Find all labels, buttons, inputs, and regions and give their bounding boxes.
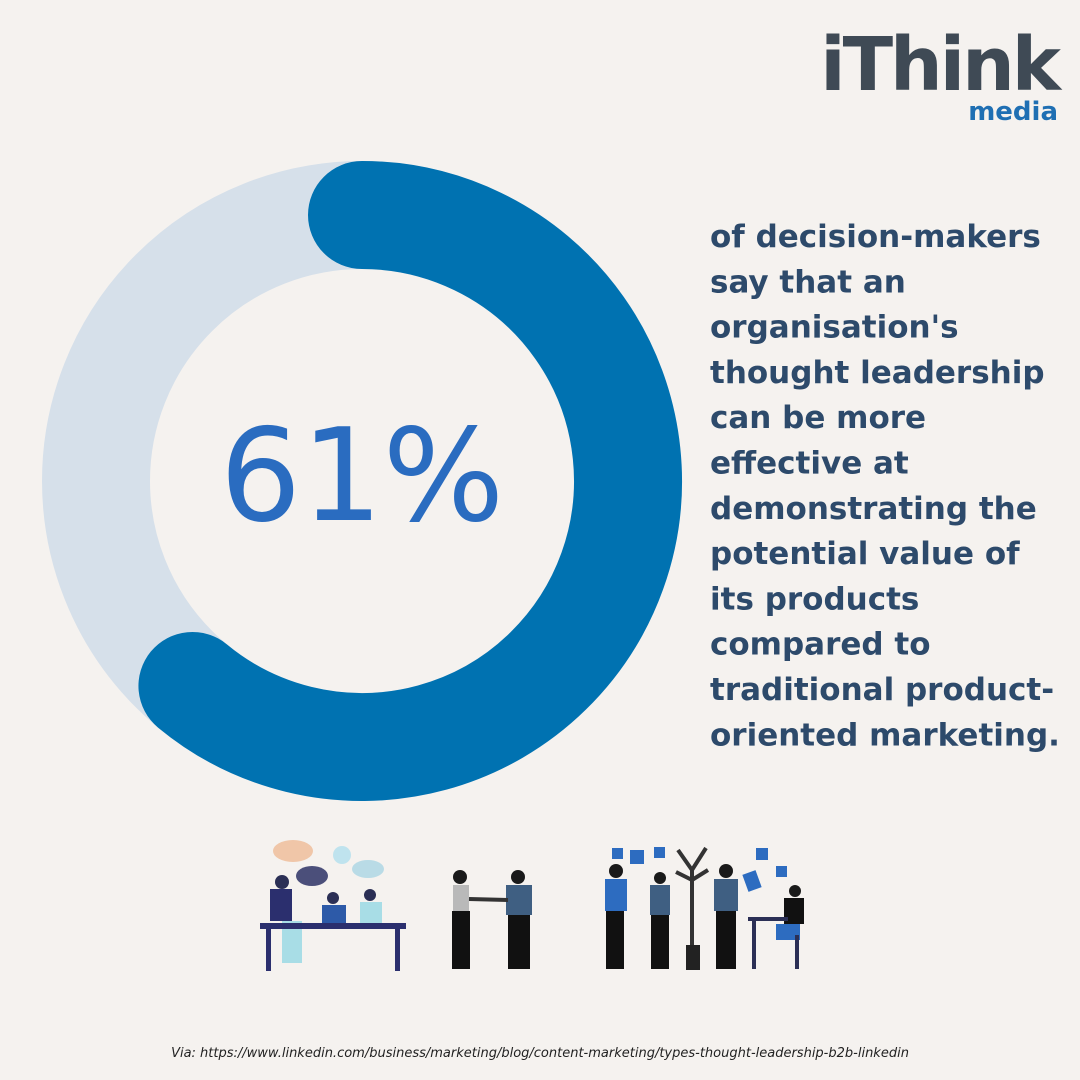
description-line: can be more xyxy=(710,400,926,436)
description-line: traditional product- xyxy=(710,672,1054,708)
description-line: effective at xyxy=(710,446,909,482)
illustration-handshake xyxy=(452,870,532,969)
description-line: demonstrating the xyxy=(710,491,1037,527)
description-line: organisation's xyxy=(710,310,959,346)
donut-arc xyxy=(138,161,682,801)
logo-sub: media xyxy=(968,97,1058,127)
illustration-meeting xyxy=(260,840,406,971)
description-line: compared to xyxy=(710,627,931,663)
illustration-office xyxy=(605,846,804,970)
source: Via: https://www.linkedin.com/business/m… xyxy=(171,1046,909,1061)
description-line: its products xyxy=(710,581,919,617)
logo-brand: iThink xyxy=(820,22,1063,108)
percent-label: 61% xyxy=(220,402,505,551)
description-line: thought leadership xyxy=(710,355,1045,391)
description-line: oriented marketing. xyxy=(710,717,1060,753)
description-line: of decision-makers xyxy=(710,219,1041,255)
description: of decision-makers say that an organisatio… xyxy=(710,219,1060,753)
description-line: say that an xyxy=(710,264,906,300)
description-line: potential value of xyxy=(710,536,1020,572)
